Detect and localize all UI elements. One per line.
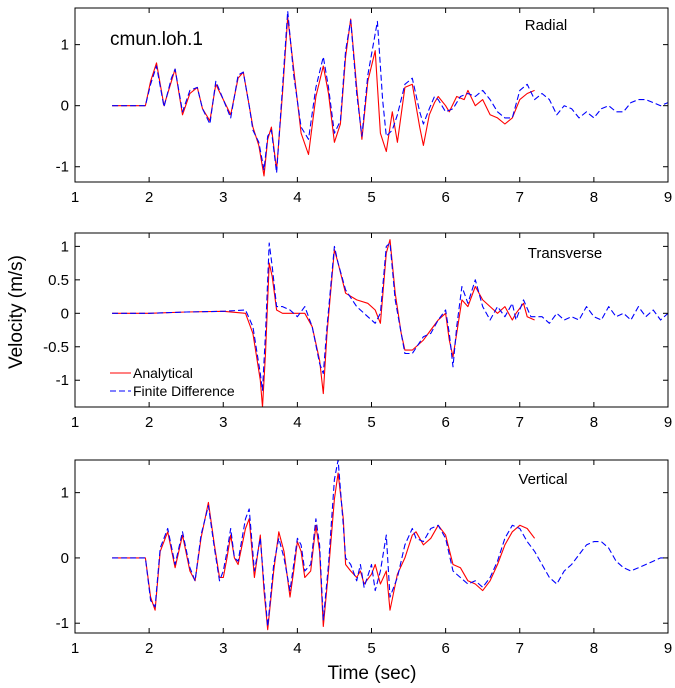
x-tick-label: 1 [71,414,79,431]
x-tick-label: 7 [516,640,524,657]
x-tick-label: 6 [441,189,449,206]
panels: 1 2 3 4 5 6 7 8 9 -1 0 1 Radial cmun.loh.1 1 2 3 4 5 6 7 8 9 -1… [43,7,672,657]
x-tick-label: 3 [219,640,227,657]
legend: Analytical Finite Difference [110,365,235,399]
x-tick-label: 1 [71,189,79,206]
panel-transverse: 1 2 3 4 5 6 7 8 9 -1 -0.5 0 0.5 1 Transverse Analytical… [43,232,672,431]
x-tick-label: 6 [441,640,449,657]
x-tick-label: 7 [516,189,524,206]
x-tick-label: 9 [664,189,672,206]
y-tick-label: 1 [61,485,69,502]
x-axis-label: Time (sec) [327,663,416,684]
figure-annotation: cmun.loh.1 [110,29,203,50]
axes-frame [74,459,669,634]
x-tick-label: 4 [293,414,301,431]
panel-title: Radial [525,17,568,34]
y-tick-label: 0 [61,98,69,115]
x-tick-label: 8 [590,189,598,206]
legend-label: Analytical [133,365,193,381]
x-tick-label: 2 [145,640,153,657]
x-tick-label: 5 [367,189,375,206]
x-tick-label: 5 [367,640,375,657]
panel-radial: 1 2 3 4 5 6 7 8 9 -1 0 1 Radial cmun.loh.1 [56,7,672,206]
y-axis-label: Velocity (m/s) [6,255,27,369]
x-tick-label: 6 [441,414,449,431]
y-tick-label: 1 [61,37,69,54]
x-tick-label: 9 [664,640,672,657]
series-line-analytical [112,472,536,631]
panel-title: Vertical [518,471,567,488]
panel-vertical: 1 2 3 4 5 6 7 8 9 -1 0 1 Vertical [56,459,672,657]
series-line-analytical [112,239,535,407]
x-tick-label: 4 [293,189,301,206]
x-tick-label: 2 [145,189,153,206]
x-tick-label: 9 [664,414,672,431]
x-tick-label: 3 [219,189,227,206]
series-line-finite-difference [112,460,668,628]
panel-title: Transverse [528,245,602,262]
y-tick-label: 0 [61,550,69,567]
series-line-finite-difference [112,242,668,391]
x-tick-label: 3 [219,414,227,431]
y-tick-label: -1 [56,615,69,632]
x-tick-label: 2 [145,414,153,431]
y-tick-label: 0 [61,305,69,322]
y-tick-label: -0.5 [43,339,69,356]
x-tick-label: 8 [590,640,598,657]
x-tick-label: 7 [516,414,524,431]
x-tick-label: 4 [293,640,301,657]
y-tick-label: 0.5 [48,272,69,289]
y-tick-label: 1 [61,238,69,255]
x-tick-label: 5 [367,414,375,431]
legend-label: Finite Difference [133,383,235,399]
x-tick-label: 8 [590,414,598,431]
x-tick-label: 1 [71,640,79,657]
y-tick-label: -1 [56,159,69,176]
y-tick-label: -1 [56,372,69,389]
